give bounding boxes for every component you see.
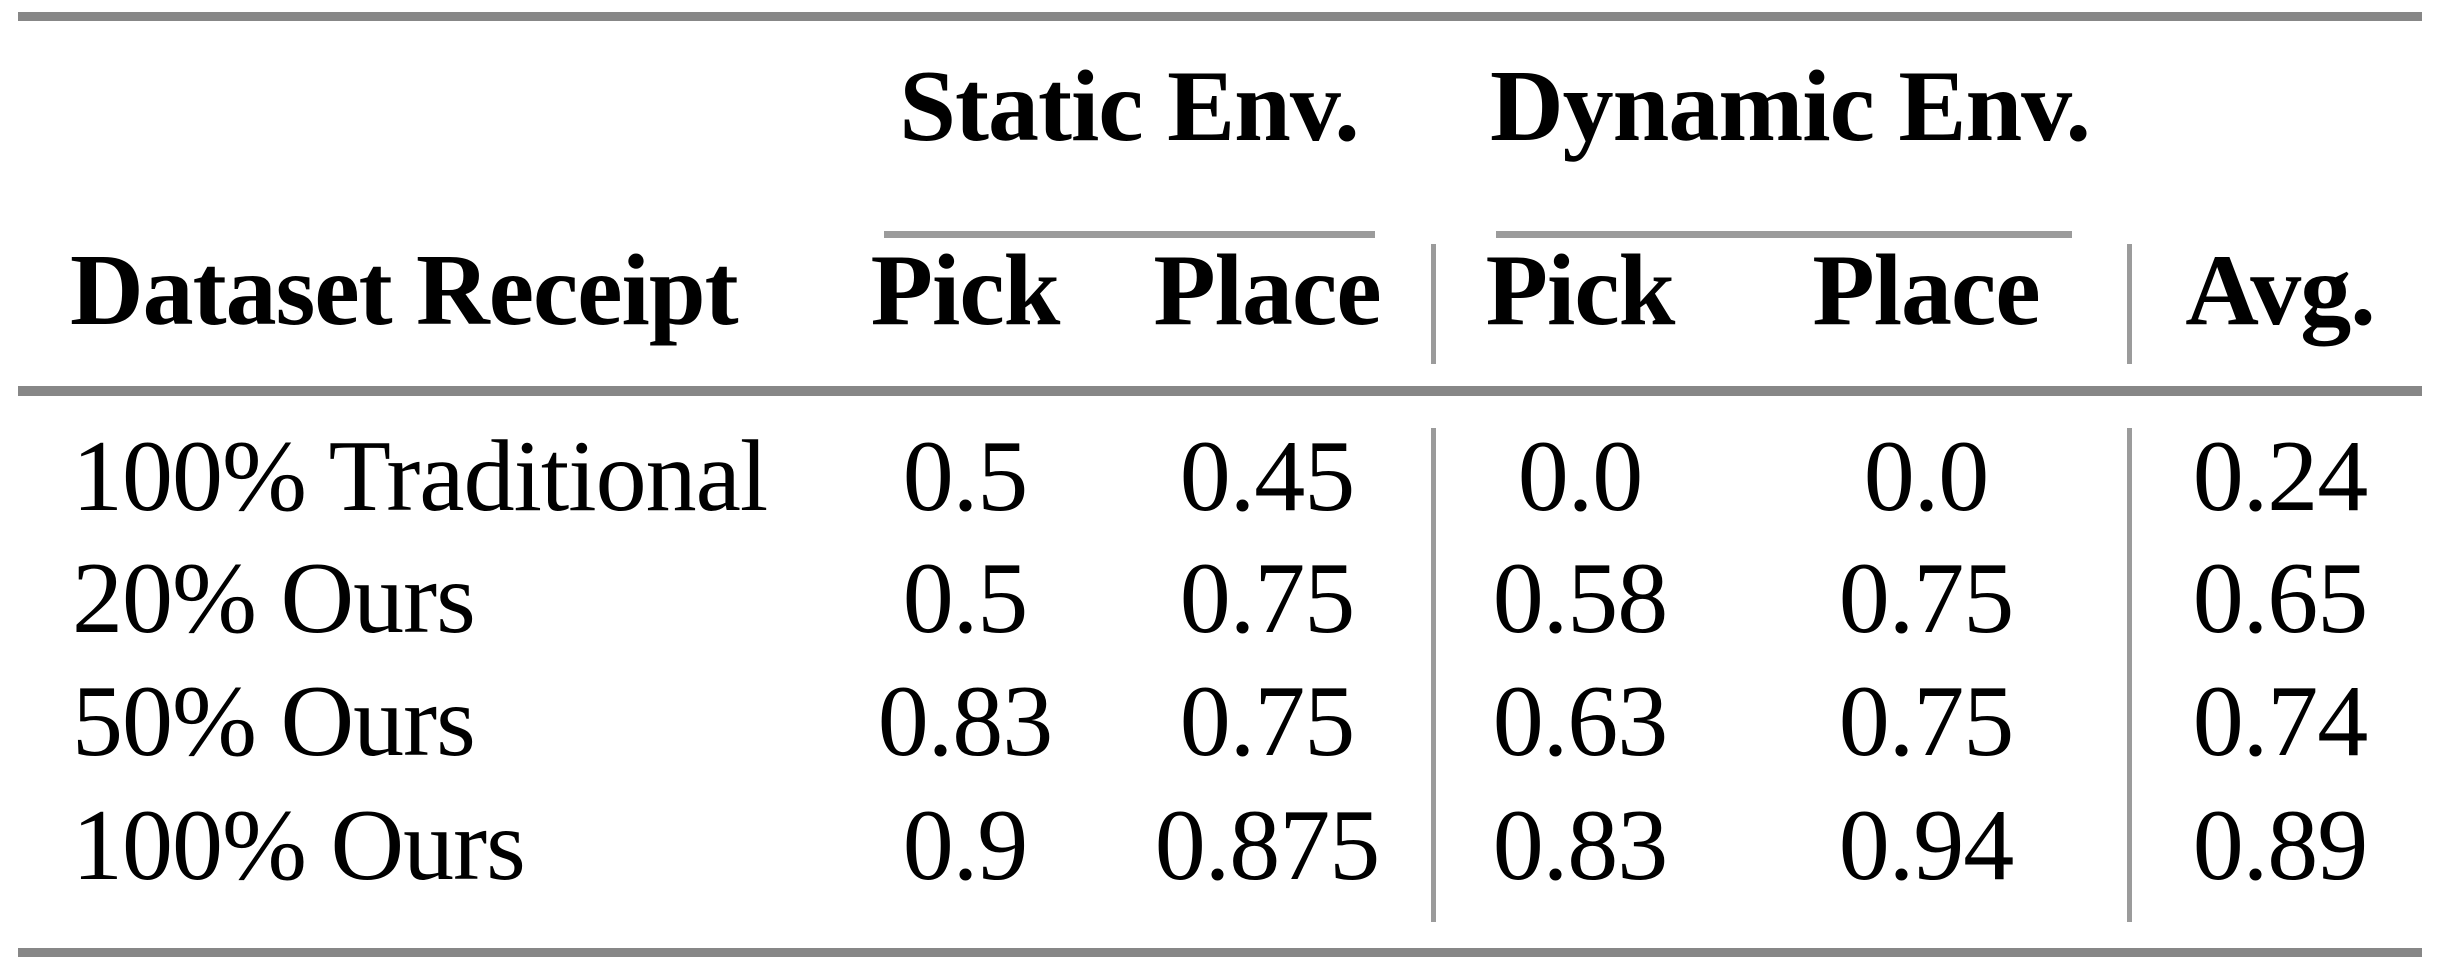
divider-static-dynamic-header bbox=[1431, 244, 1436, 364]
row-2-static-pick: 0.83 bbox=[877, 665, 1053, 778]
row-3-static-place: 0.875 bbox=[1154, 789, 1380, 902]
divider-static-dynamic-body bbox=[1431, 428, 1436, 922]
col-header-static-pick: Pick bbox=[870, 234, 1061, 347]
row-3-avg: 0.89 bbox=[2192, 789, 2368, 902]
row-1-static-place: 0.75 bbox=[1179, 542, 1355, 655]
row-0-avg: 0.24 bbox=[2192, 420, 2368, 533]
row-1-avg: 0.65 bbox=[2192, 542, 2368, 655]
row-1-static-pick: 0.5 bbox=[902, 542, 1028, 655]
col-header-static-place: Place bbox=[1153, 234, 1381, 347]
row-3-static-pick: 0.9 bbox=[902, 789, 1028, 902]
row-3-dynamic-pick: 0.83 bbox=[1492, 789, 1668, 902]
row-0-static-place: 0.45 bbox=[1179, 420, 1355, 533]
col-header-avg: Avg. bbox=[2185, 234, 2376, 347]
row-1-label: 20% Ours bbox=[72, 542, 476, 655]
row-2-dynamic-place: 0.75 bbox=[1838, 665, 2014, 778]
row-2-avg: 0.74 bbox=[2192, 665, 2368, 778]
col-header-dynamic-place: Place bbox=[1812, 234, 2040, 347]
group-header-dynamic-env: Dynamic Env. bbox=[1489, 50, 2091, 163]
row-0-label: 100% Traditional bbox=[72, 420, 768, 533]
row-0-dynamic-pick: 0.0 bbox=[1517, 420, 1643, 533]
table-bottom-rule bbox=[18, 948, 2422, 957]
row-1-dynamic-place: 0.75 bbox=[1838, 542, 2014, 655]
table-top-rule bbox=[18, 12, 2422, 21]
table-mid-rule bbox=[18, 386, 2422, 396]
row-0-static-pick: 0.5 bbox=[902, 420, 1028, 533]
static-group-underline bbox=[884, 231, 1375, 238]
group-header-static-env: Static Env. bbox=[899, 50, 1359, 163]
row-3-dynamic-place: 0.94 bbox=[1838, 789, 2014, 902]
divider-dynamic-avg-body bbox=[2127, 428, 2132, 922]
row-2-label: 50% Ours bbox=[72, 665, 476, 778]
row-3-label: 100% Ours bbox=[72, 789, 526, 902]
col-header-dynamic-pick: Pick bbox=[1485, 234, 1676, 347]
dynamic-group-underline bbox=[1496, 231, 2072, 238]
col-header-dataset-receipt: Dataset Receipt bbox=[70, 234, 739, 347]
row-2-dynamic-pick: 0.63 bbox=[1492, 665, 1668, 778]
row-2-static-place: 0.75 bbox=[1179, 665, 1355, 778]
row-0-dynamic-place: 0.0 bbox=[1863, 420, 1989, 533]
divider-dynamic-avg-header bbox=[2127, 244, 2132, 364]
row-1-dynamic-pick: 0.58 bbox=[1492, 542, 1668, 655]
